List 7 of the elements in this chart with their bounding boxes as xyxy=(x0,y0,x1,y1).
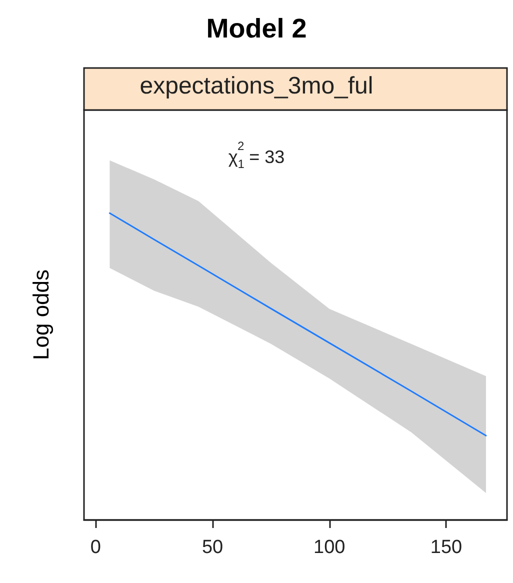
x-tick-label: 50 xyxy=(202,537,224,558)
x-tick-label: 150 xyxy=(430,537,462,558)
x-tick-label: 100 xyxy=(314,537,346,558)
x-tick-label: 0 xyxy=(90,537,101,558)
y-axis-title: Log odds xyxy=(28,269,54,360)
chart-title: Model 2 xyxy=(206,14,307,44)
chart-subtitle: expectations_3mo_ful xyxy=(140,72,374,100)
